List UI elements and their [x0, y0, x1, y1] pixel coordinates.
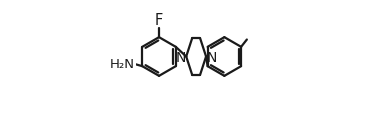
Text: F: F — [155, 13, 163, 27]
Text: H₂N: H₂N — [110, 58, 134, 70]
Text: N: N — [175, 50, 186, 64]
Text: N: N — [207, 50, 217, 64]
